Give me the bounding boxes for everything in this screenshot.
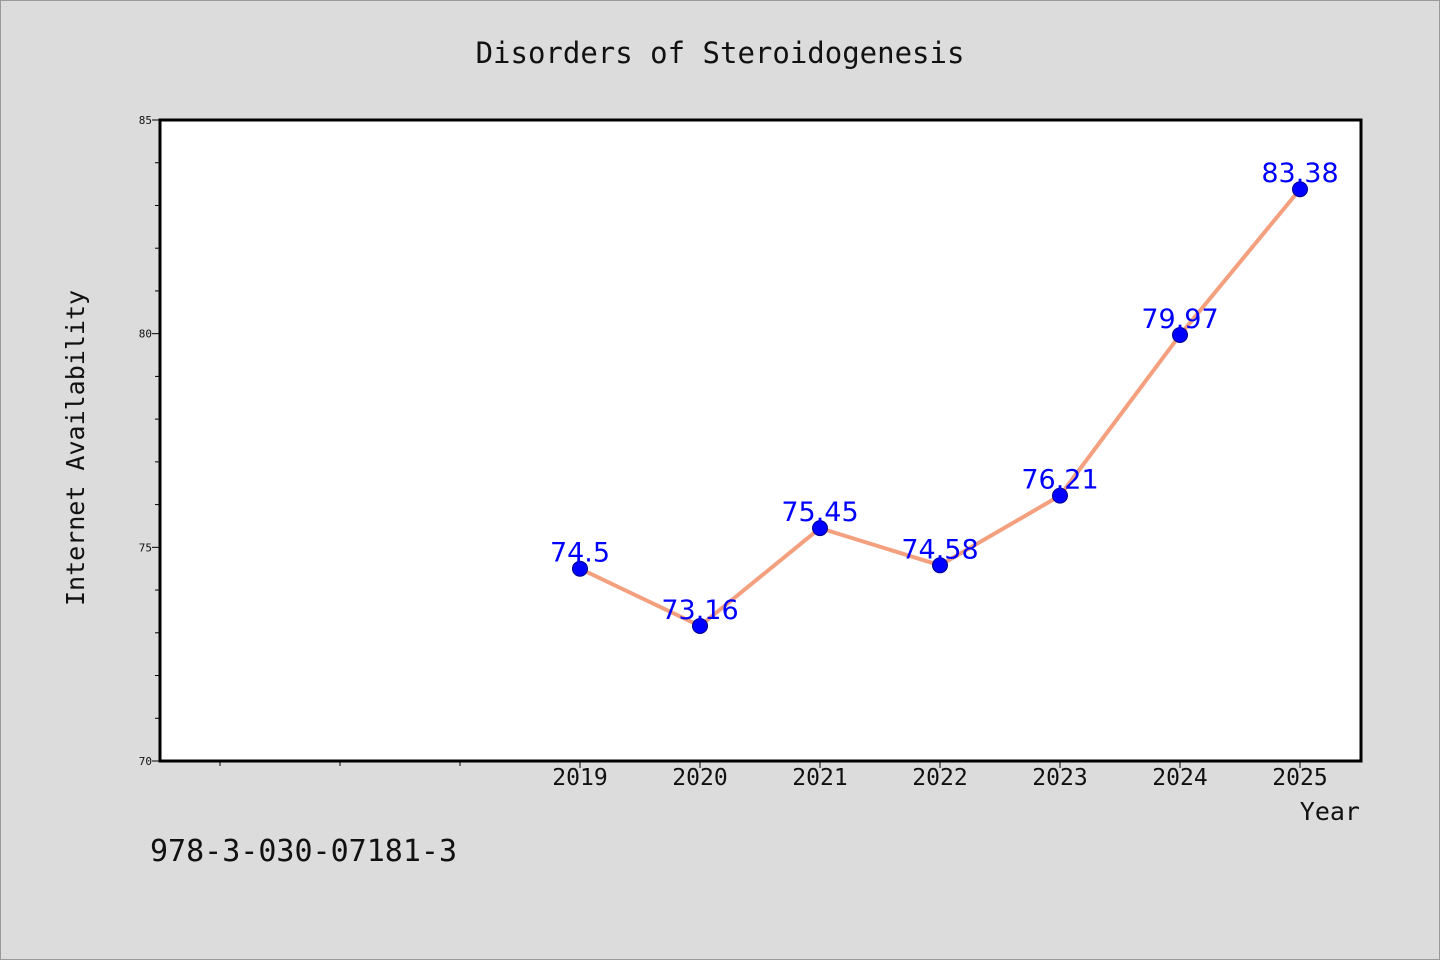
- data-point: [1172, 326, 1188, 343]
- x-axis-label: Year: [1300, 797, 1360, 826]
- x-tick-label: 2022: [912, 765, 967, 791]
- data-label: 74.5: [550, 538, 610, 569]
- y-tick-label: 80: [139, 328, 152, 341]
- data-point: [692, 617, 708, 634]
- data-point: [1052, 487, 1068, 504]
- x-axis: 2019 2020 2021 2022 2023 2024 2025: [219, 761, 1328, 791]
- data-label: 73.16: [661, 595, 738, 626]
- y-axis: 70 75 80 85: [139, 114, 160, 768]
- x-tick-label: 2020: [672, 765, 727, 791]
- series-layer: 74.5 73.16 75.45 74.58 76.21 79.97 83.38: [550, 158, 1339, 634]
- y-tick-label: 75: [139, 541, 152, 554]
- x-tick-label: 2023: [1032, 765, 1087, 791]
- data-point: [932, 557, 948, 574]
- isbn-text: 978-3-030-07181-3: [150, 834, 458, 869]
- y-tick-label: 70: [139, 755, 152, 768]
- y-tick-label: 85: [139, 114, 152, 127]
- y-axis-label: Internet Availability: [61, 290, 90, 606]
- data-label: 83.38: [1261, 158, 1338, 189]
- x-tick-label: 2019: [552, 765, 607, 791]
- data-point: [1292, 181, 1308, 198]
- data-label: 74.58: [901, 534, 978, 565]
- data-label: 79.97: [1141, 304, 1218, 335]
- plot-area: [158, 118, 1363, 763]
- data-point: [572, 560, 588, 577]
- data-point: [812, 520, 828, 537]
- data-label: 76.21: [1021, 465, 1098, 496]
- x-tick-label: 2025: [1272, 765, 1327, 791]
- data-label: 75.45: [781, 497, 858, 528]
- x-tick-label: 2021: [792, 765, 847, 791]
- x-tick-label: 2024: [1152, 765, 1207, 791]
- chart-title: Disorders of Steroidogenesis: [476, 36, 965, 70]
